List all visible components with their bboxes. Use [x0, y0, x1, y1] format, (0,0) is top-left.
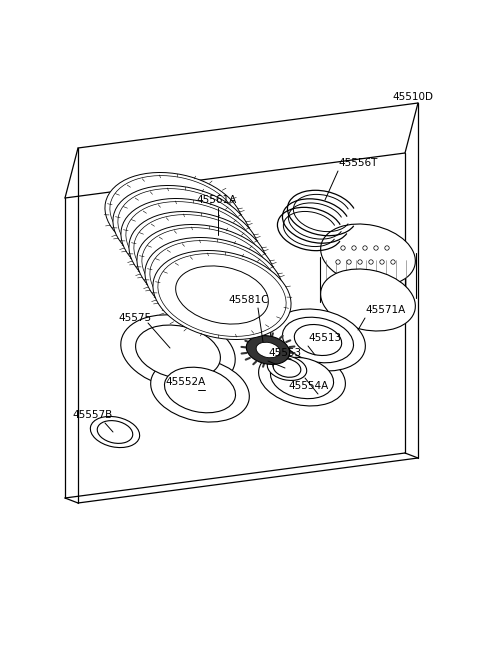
Ellipse shape — [321, 224, 415, 286]
Circle shape — [391, 260, 395, 264]
Circle shape — [363, 246, 367, 250]
Ellipse shape — [273, 359, 301, 377]
Ellipse shape — [270, 358, 334, 399]
Text: 45513: 45513 — [308, 333, 341, 343]
Text: 45561A: 45561A — [196, 195, 236, 205]
Ellipse shape — [145, 238, 283, 326]
Circle shape — [380, 260, 384, 264]
Text: 45552A: 45552A — [165, 377, 205, 387]
Text: 45553: 45553 — [268, 348, 301, 358]
Ellipse shape — [135, 325, 220, 379]
Text: 45575: 45575 — [118, 313, 151, 323]
Text: 45571A: 45571A — [365, 305, 405, 315]
Text: 45581C: 45581C — [228, 295, 268, 305]
Ellipse shape — [118, 189, 246, 271]
Ellipse shape — [97, 421, 133, 443]
Circle shape — [369, 260, 373, 264]
Ellipse shape — [128, 188, 220, 246]
Circle shape — [341, 246, 345, 250]
Ellipse shape — [321, 269, 415, 331]
Ellipse shape — [105, 172, 243, 261]
Text: 45557B: 45557B — [72, 410, 112, 420]
Ellipse shape — [150, 240, 278, 324]
Ellipse shape — [126, 202, 254, 284]
Ellipse shape — [90, 417, 140, 447]
Ellipse shape — [246, 335, 290, 364]
Ellipse shape — [110, 176, 238, 258]
Text: 45510D: 45510D — [392, 92, 433, 102]
Ellipse shape — [137, 225, 275, 314]
Ellipse shape — [160, 240, 252, 298]
Circle shape — [336, 260, 340, 264]
Circle shape — [374, 246, 378, 250]
Ellipse shape — [267, 356, 307, 381]
Ellipse shape — [121, 198, 259, 288]
Ellipse shape — [176, 266, 268, 324]
Circle shape — [347, 260, 351, 264]
Ellipse shape — [271, 309, 365, 371]
Ellipse shape — [136, 201, 228, 259]
Circle shape — [385, 246, 389, 250]
Ellipse shape — [121, 315, 235, 389]
Ellipse shape — [153, 250, 291, 339]
Ellipse shape — [113, 185, 251, 274]
Ellipse shape — [129, 212, 267, 301]
Ellipse shape — [142, 227, 270, 310]
Ellipse shape — [294, 324, 342, 356]
Text: 45554A: 45554A — [288, 381, 328, 391]
Ellipse shape — [168, 253, 260, 311]
Ellipse shape — [283, 317, 353, 363]
Ellipse shape — [259, 350, 346, 406]
Ellipse shape — [134, 215, 262, 297]
Ellipse shape — [151, 358, 249, 422]
Ellipse shape — [152, 227, 244, 285]
Ellipse shape — [165, 367, 236, 413]
Circle shape — [358, 260, 362, 264]
Ellipse shape — [144, 214, 236, 272]
Circle shape — [352, 246, 356, 250]
Ellipse shape — [256, 343, 280, 358]
Ellipse shape — [158, 253, 286, 337]
Text: 45556T: 45556T — [338, 158, 377, 168]
